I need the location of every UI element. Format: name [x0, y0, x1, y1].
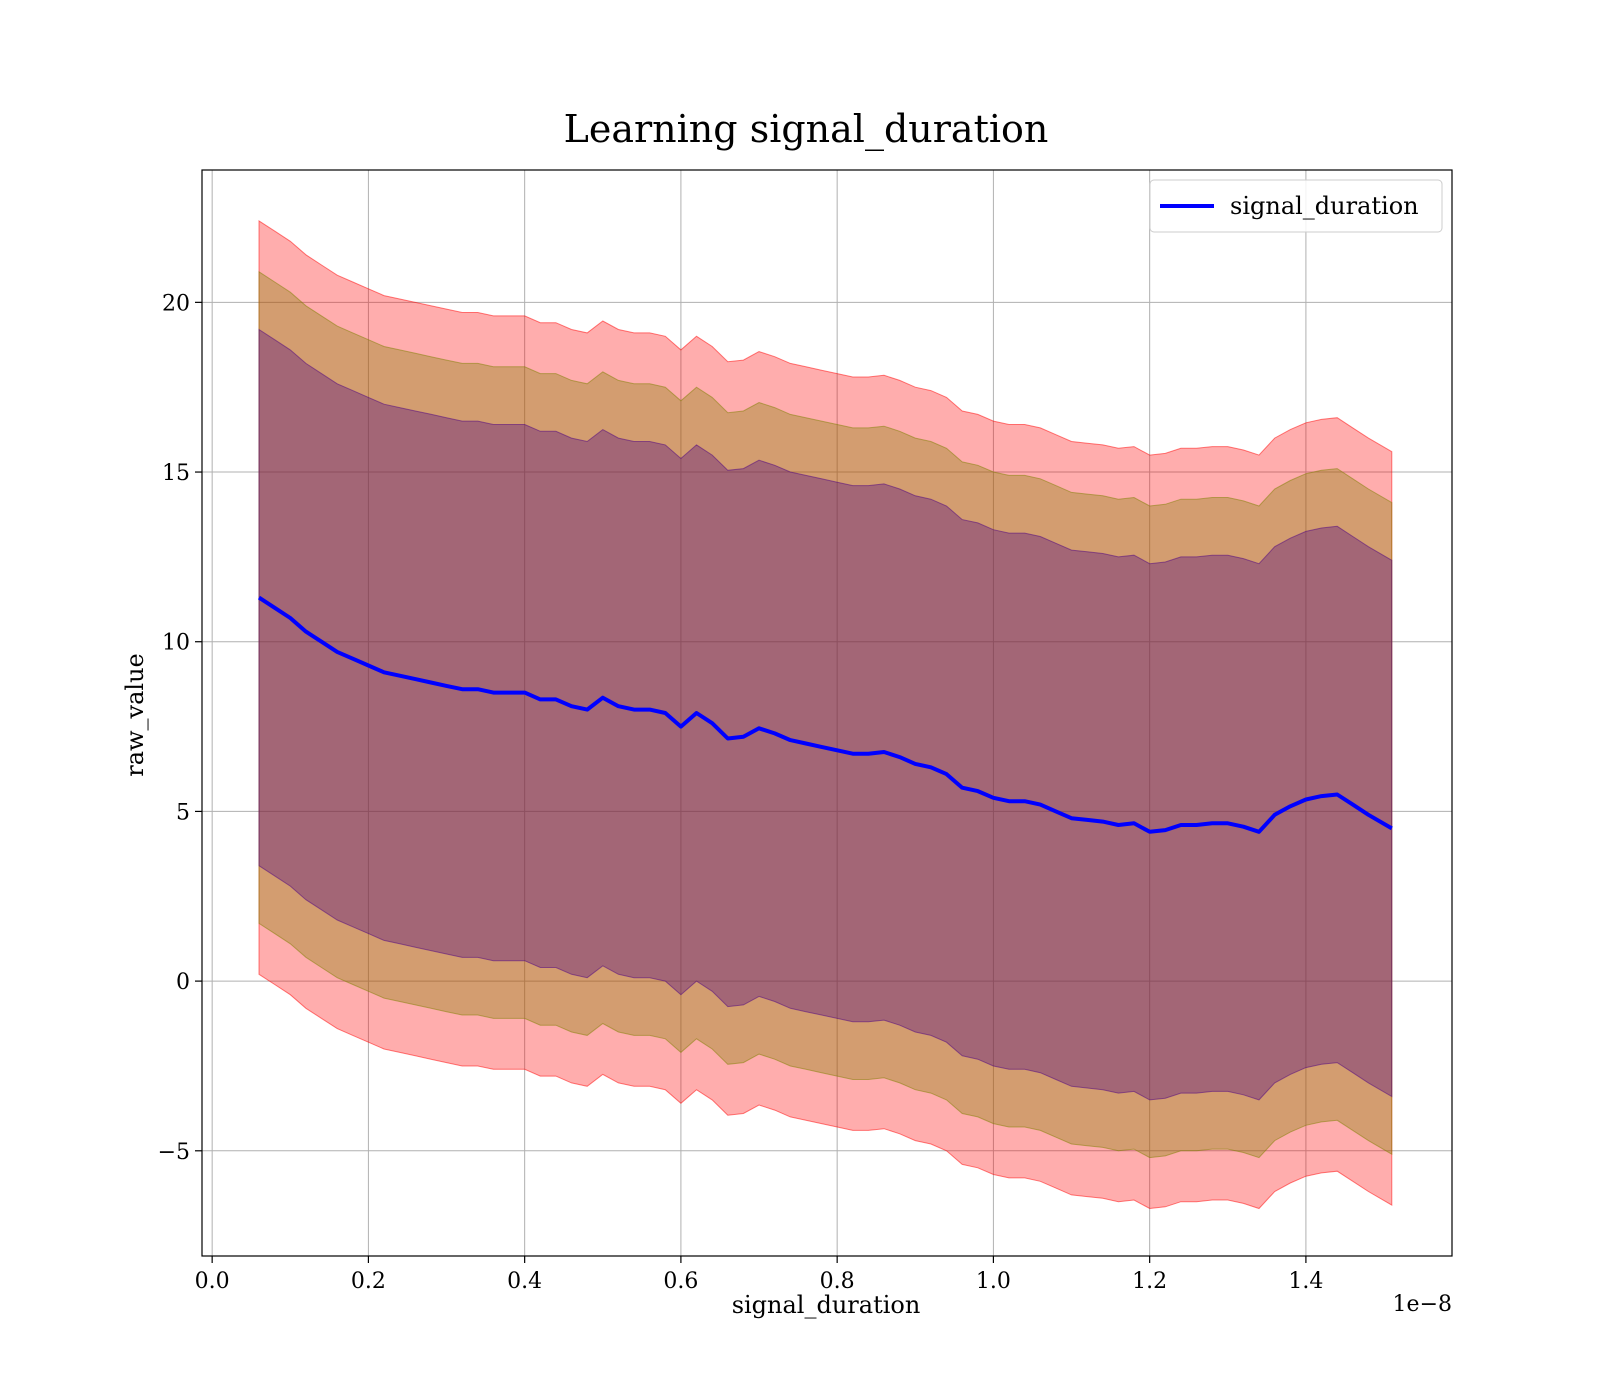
y-tick-label: 0 — [176, 970, 190, 995]
confidence-band-band-middle — [258, 270, 1393, 1159]
x-tick-label: 0.4 — [507, 1269, 542, 1294]
x-tick-label: 0.8 — [820, 1269, 855, 1294]
x-tick-label: 0.0 — [195, 1269, 230, 1294]
chart-title: Learning signal_duration — [564, 107, 1049, 152]
y-tick-label: 5 — [176, 800, 190, 825]
x-tick-label: 1.0 — [976, 1269, 1011, 1294]
y-tick-label: 10 — [162, 631, 190, 656]
x-axis-label: signal_duration — [732, 1291, 921, 1319]
x-tick-label: 0.6 — [663, 1269, 698, 1294]
legend-label: signal_duration — [1230, 192, 1419, 220]
y-tick-label: −5 — [158, 1140, 190, 1165]
confidence-band-band-outer — [258, 219, 1393, 1210]
x-tick-label: 1.4 — [1288, 1269, 1323, 1294]
legend-box — [1149, 179, 1443, 233]
y-tick-label: 15 — [162, 461, 190, 486]
confidence-band-band-inner — [258, 328, 1393, 1101]
x-axis-offset-text: 1e−8 — [1393, 1292, 1452, 1317]
plot-frame — [201, 169, 1453, 1257]
x-tick-label: 0.2 — [351, 1269, 386, 1294]
y-axis-label: raw_value — [121, 653, 149, 777]
plot-area: 0.0 0.2 0.4 0.6 0.8 1.0 1.2 1.4 −5 0 5 10 15 20 signal… — [158, 169, 1453, 1294]
x-tick-label: 1.2 — [1132, 1269, 1167, 1294]
series-line-signal-duration — [257, 595, 1393, 834]
y-tick-label: 20 — [162, 291, 190, 316]
